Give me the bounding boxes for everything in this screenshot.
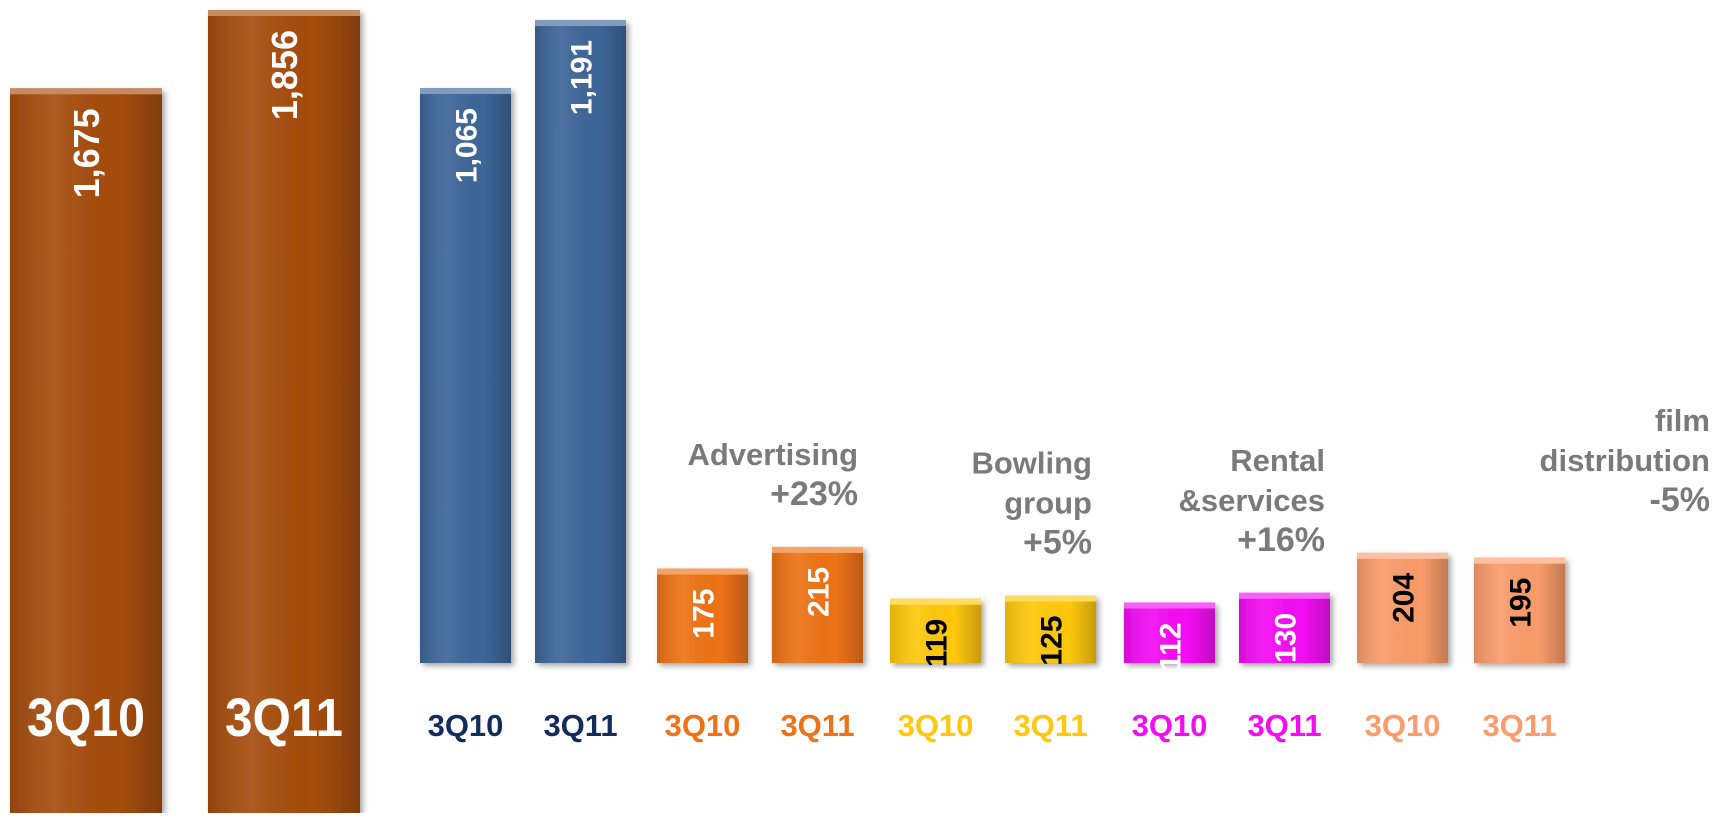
- rental-value-label-3q11: 130: [1269, 613, 1302, 663]
- film-title-line-2: distribution: [1540, 443, 1710, 478]
- total-bar-3q11-cap: [208, 10, 360, 16]
- core-bar-3q10-shade: [420, 88, 511, 663]
- group-rental: 112 3Q10 130 3Q11 Rental&services+16%: [1124, 443, 1330, 743]
- group-bowling: 119 3Q10 125 3Q11 Bowling group+5%: [890, 446, 1096, 743]
- bowling-change-label: +5%: [1023, 524, 1092, 562]
- advertising-bar-3q11-cap: [772, 546, 863, 553]
- core-bar-3q10-cap: [420, 88, 511, 95]
- total-bar-3q11-shade: [208, 10, 360, 813]
- advertising-value-label-3q11: 215: [802, 567, 835, 617]
- film-tick-label-3q10: 3Q10: [1365, 708, 1441, 743]
- total-revenue-series: 1,675 3Q10 1,856 3Q11: [10, 10, 360, 813]
- advertising-bar-3q10-cap: [657, 568, 748, 575]
- advertising-title-line-1: Advertising: [687, 437, 858, 472]
- advertising-change-label: +23%: [770, 475, 858, 513]
- advertising-tick-label-3q11: 3Q11: [780, 708, 854, 743]
- film-bar-3q10-shade: [1357, 552, 1448, 663]
- total-category-label-3q11: 3Q11: [225, 688, 343, 748]
- bowling-bar-3q10-shade: [890, 598, 981, 663]
- advertising-bar-3q11: [772, 546, 863, 663]
- rental-bar-3q10-cap: [1124, 602, 1215, 609]
- rental-tick-label-3q11: 3Q11: [1247, 708, 1321, 743]
- film-bar-3q11-shade: [1474, 557, 1565, 663]
- total-value-label-3q10: 1,675: [66, 108, 107, 198]
- total-value-label-3q11: 1,856: [264, 30, 305, 120]
- core-tick-label-3q10: 3Q10: [428, 708, 504, 743]
- bowling-bar-3q11-shade: [1005, 595, 1096, 663]
- film-value-label-3q10: 204: [1387, 573, 1420, 623]
- core-bar-3q11-cap: [535, 20, 626, 26]
- rental-change-label: +16%: [1237, 521, 1325, 559]
- rental-value-label-3q10: 112: [1154, 623, 1187, 671]
- core-bar-3q11: [535, 20, 626, 663]
- bowling-bar-3q10: [890, 598, 981, 663]
- film-bar-3q10-cap: [1357, 552, 1448, 559]
- film-change-label: -5%: [1650, 481, 1710, 519]
- total-bar-3q10-cap: [10, 88, 162, 95]
- advertising-bar-3q10-shade: [657, 568, 748, 663]
- bowling-bar-3q11: [1005, 595, 1096, 663]
- core-bar-3q10: [420, 88, 511, 663]
- core-tick-label-3q11: 3Q11: [543, 708, 617, 743]
- film-value-label-3q11: 195: [1504, 578, 1537, 628]
- segment-groups: 1,065 3Q10 1,191 3Q11 175 3Q10 215 3Q11 Advertis…: [420, 20, 1710, 743]
- bowling-value-label-3q10: 119: [920, 619, 953, 667]
- advertising-tick-label-3q10: 3Q10: [665, 708, 741, 743]
- film-tick-label-3q11: 3Q11: [1482, 708, 1556, 743]
- advertising-bar-3q10: [657, 568, 748, 663]
- group-film: 204 3Q10 195 3Q11 film distribution-5%: [1357, 403, 1710, 743]
- rental-bar-3q10: [1124, 602, 1215, 663]
- rental-bar-3q11: [1239, 592, 1330, 663]
- total-bar-3q10-shade: [10, 88, 162, 813]
- film-bar-3q10: [1357, 552, 1448, 663]
- group-core: 1,065 3Q10 1,191 3Q11: [420, 20, 626, 743]
- total-bar-3q10: [10, 88, 162, 813]
- film-bar-3q11: [1474, 557, 1565, 663]
- total-bar-3q11: [208, 10, 360, 813]
- bowling-value-label-3q11: 125: [1035, 616, 1068, 666]
- rental-title-line-1: Rental: [1230, 443, 1325, 478]
- rental-bar-3q10-shade: [1124, 602, 1215, 663]
- bowling-title-line-1: Bowling: [971, 446, 1092, 481]
- bowling-tick-label-3q11: 3Q11: [1013, 708, 1087, 743]
- rental-title-line-2: &services: [1178, 483, 1325, 518]
- rental-bar-3q11-cap: [1239, 592, 1330, 599]
- film-bar-3q11-cap: [1474, 557, 1565, 564]
- core-value-label-3q11: 1,191: [565, 40, 598, 115]
- bowling-bar-3q10-cap: [890, 598, 981, 605]
- core-bar-3q11-shade: [535, 20, 626, 663]
- rental-bar-3q11-shade: [1239, 592, 1330, 663]
- core-value-label-3q10: 1,065: [450, 108, 483, 183]
- advertising-bar-3q11-shade: [772, 546, 863, 663]
- rental-tick-label-3q10: 3Q10: [1132, 708, 1208, 743]
- group-advertising: 175 3Q10 215 3Q11 Advertising+23%: [657, 437, 863, 743]
- total-category-label-3q10: 3Q10: [27, 688, 145, 748]
- advertising-value-label-3q10: 175: [687, 589, 720, 639]
- bowling-title-line-2: group: [1004, 486, 1092, 521]
- bowling-bar-3q11-cap: [1005, 595, 1096, 602]
- bowling-tick-label-3q10: 3Q10: [898, 708, 974, 743]
- film-title-line-1: film: [1655, 403, 1710, 438]
